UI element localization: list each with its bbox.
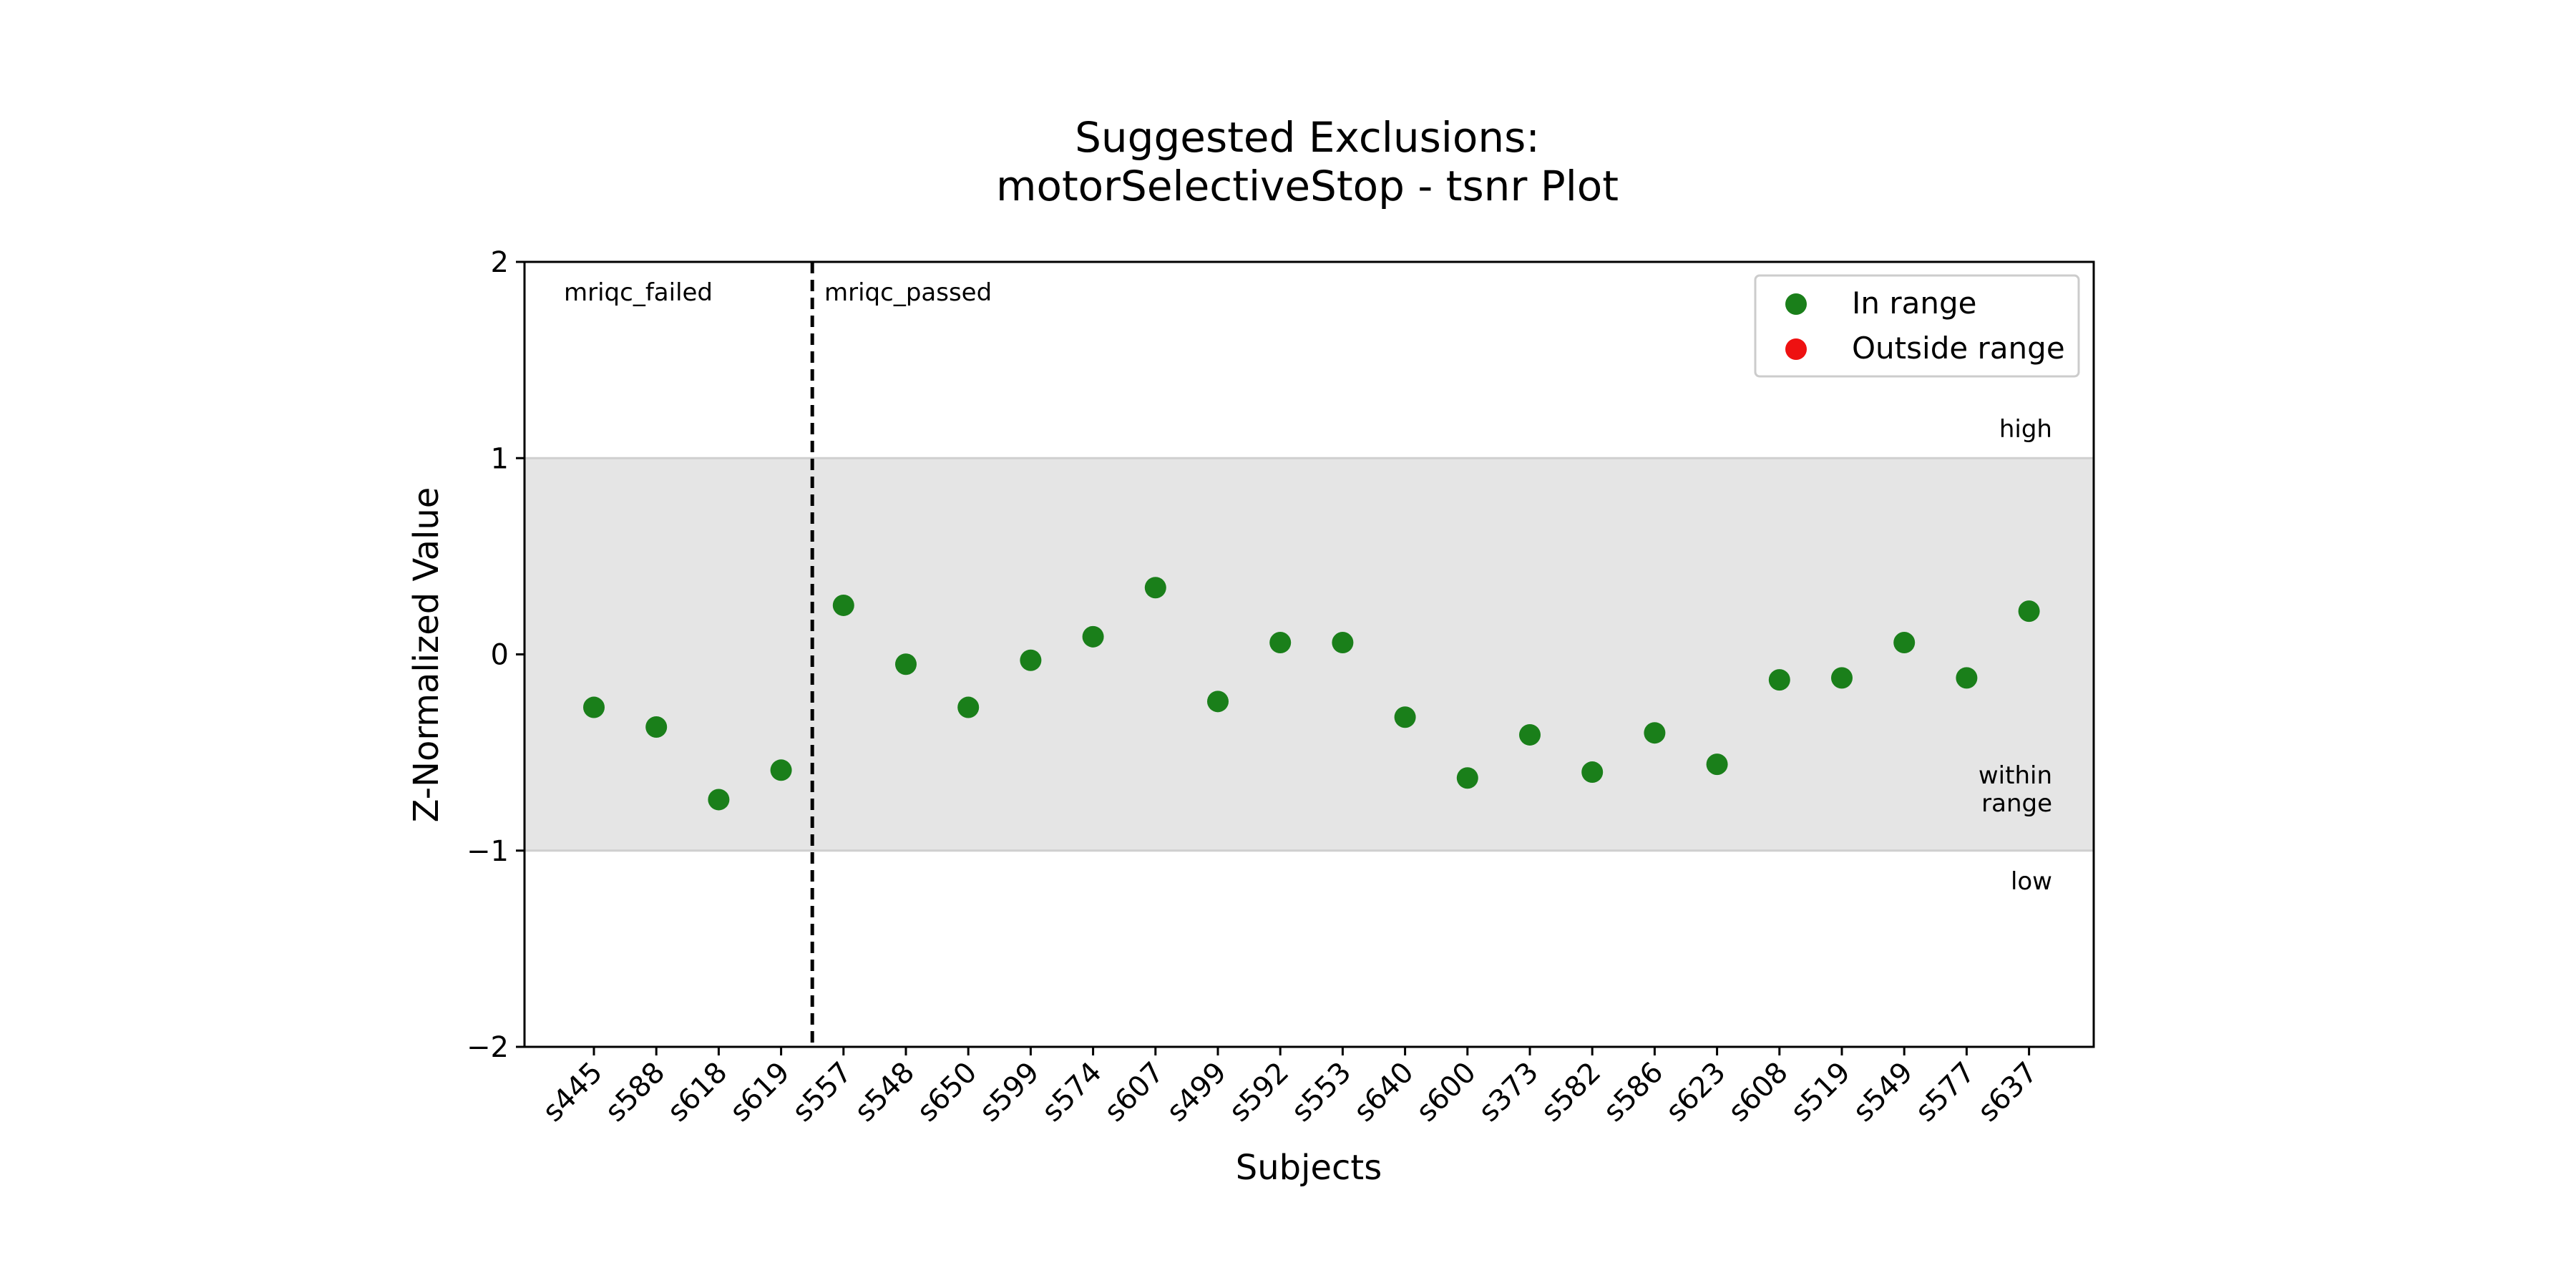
data-point-s445 (583, 696, 605, 718)
data-point-s640 (1394, 706, 1416, 728)
x-tick-label: s577 (1909, 1056, 1981, 1128)
data-point-s574 (1082, 625, 1104, 648)
y-ticks-layer: 2 1 0 −1 −2 (467, 246, 525, 1064)
x-tick-label: s445 (537, 1056, 609, 1128)
legend-marker-in-range (1785, 293, 1807, 315)
x-tick-label: s586 (1597, 1056, 1669, 1128)
data-point-s588 (645, 716, 668, 738)
x-tick-label: s640 (1347, 1056, 1420, 1128)
x-tick-label: s599 (973, 1056, 1045, 1128)
x-tick-label: s373 (1473, 1056, 1545, 1128)
chart-title-line1: Suggested Exclusions: (1075, 113, 1540, 162)
data-point-s600 (1456, 767, 1478, 789)
x-tick-label: s499 (1161, 1056, 1233, 1128)
range-label-within-line2: range (1981, 789, 2052, 818)
data-point-s623 (1706, 753, 1728, 776)
data-point-s549 (1893, 632, 1916, 654)
data-point-s373 (1519, 723, 1541, 746)
x-tick-label: s574 (1035, 1056, 1108, 1128)
data-point-s553 (1332, 632, 1354, 654)
legend-marker-outside-range (1785, 338, 1807, 360)
x-tick-label: s549 (1847, 1056, 1919, 1128)
data-point-s499 (1207, 691, 1229, 713)
x-tick-label: s592 (1223, 1056, 1295, 1128)
within-range-band-layer (525, 457, 2094, 852)
data-point-s650 (957, 696, 980, 718)
x-tick-label: s607 (1098, 1056, 1171, 1128)
group-label-mriqc-failed: mriqc_failed (564, 278, 713, 307)
y-tick-label: −1 (467, 835, 509, 868)
y-tick-label: −2 (467, 1031, 509, 1064)
x-tick-label: s553 (1285, 1056, 1357, 1128)
data-point-s637 (2018, 600, 2040, 623)
legend: In range Outside range (1754, 274, 2080, 378)
x-tick-label: s619 (723, 1056, 796, 1128)
x-tick-label: s588 (599, 1056, 671, 1128)
range-label-low: low (2011, 867, 2052, 896)
x-tick-label: s557 (786, 1056, 859, 1128)
x-tick-label: s582 (1535, 1056, 1607, 1128)
data-point-s592 (1269, 632, 1292, 654)
x-tick-label: s548 (849, 1056, 921, 1128)
data-point-s548 (895, 653, 917, 675)
legend-label-in-range: In range (1852, 286, 1976, 321)
range-label-high: high (1999, 415, 2052, 444)
y-tick-label: 2 (491, 246, 509, 279)
x-tick-label: s519 (1785, 1056, 1857, 1128)
y-axis-label: Z-Normalized Value (406, 487, 447, 823)
x-tick-label: s600 (1410, 1056, 1483, 1128)
data-point-s577 (1956, 667, 1978, 689)
data-point-s599 (1020, 649, 1042, 671)
data-point-s619 (770, 759, 792, 781)
x-tick-label: s650 (911, 1056, 983, 1128)
data-points-layer (583, 577, 2040, 811)
data-point-s618 (708, 789, 730, 811)
data-point-s519 (1831, 667, 1853, 689)
data-point-s582 (1581, 761, 1604, 784)
range-label-within-line1: within (1979, 761, 2052, 790)
legend-label-outside-range: Outside range (1852, 331, 2065, 366)
data-point-s607 (1144, 577, 1166, 599)
group-label-mriqc-passed: mriqc_passed (824, 278, 992, 307)
y-tick-label: 0 (491, 639, 509, 672)
data-point-s608 (1768, 669, 1790, 691)
x-tick-label: s623 (1659, 1056, 1732, 1128)
y-tick-label: 1 (491, 442, 509, 475)
data-point-s557 (832, 594, 854, 616)
data-point-s586 (1644, 722, 1666, 744)
x-axis-label: Subjects (1236, 1148, 1382, 1188)
legend-box (1754, 274, 2080, 378)
x-ticks-layer: s445s588s618s619s557s548s650s599s574s607… (537, 1047, 2044, 1128)
x-tick-label: s608 (1722, 1056, 1795, 1128)
within-range-band (525, 458, 2094, 851)
x-tick-label: s637 (1971, 1056, 2044, 1128)
x-tick-label: s618 (661, 1056, 733, 1128)
chart-title-line2: motorSelectiveStop - tsnr Plot (996, 162, 1619, 210)
